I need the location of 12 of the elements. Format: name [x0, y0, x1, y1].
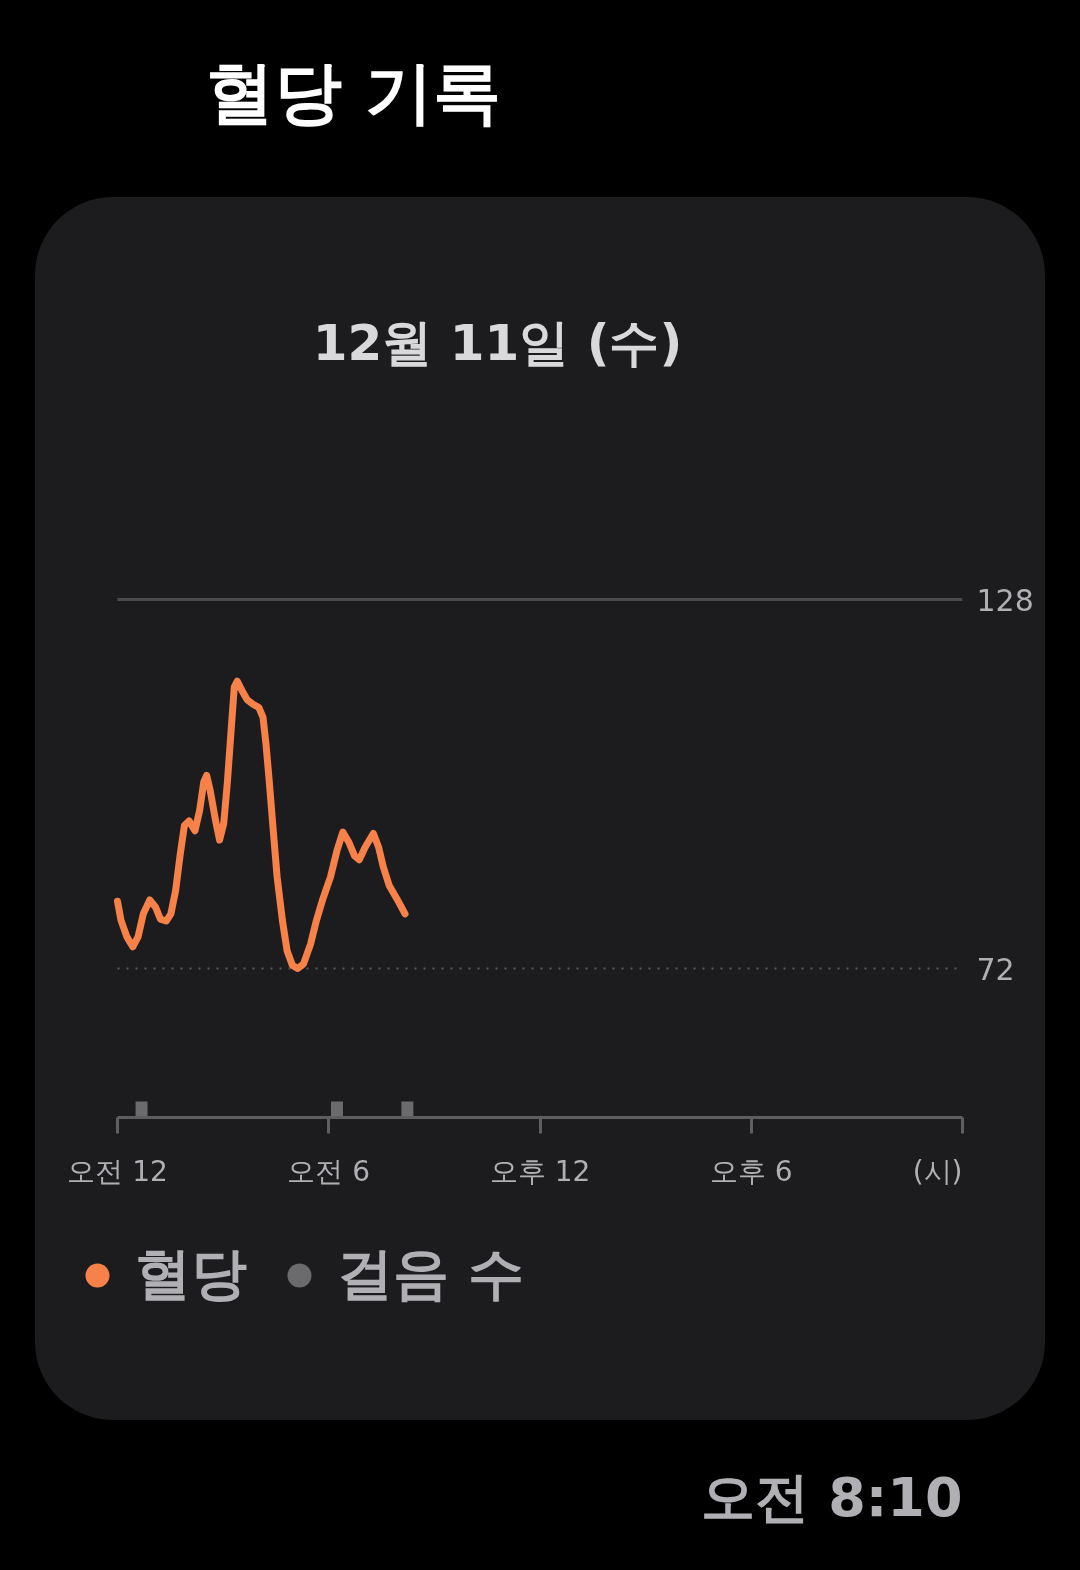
x-tick-label: 오전 12: [67, 1154, 168, 1188]
legend-label: 혈당: [135, 1240, 247, 1308]
x-axis-title: (시): [912, 1154, 963, 1188]
legend-label: 걸음 수: [337, 1240, 525, 1308]
x-tick-label: 오후 12: [489, 1154, 591, 1188]
chart-title: 혈당 기록: [205, 53, 502, 132]
text: 오전 8:10: [701, 1466, 963, 1529]
chart-subtitle: 12월 11일 (수): [312, 313, 683, 372]
y-tick-label: 72: [976, 951, 1015, 987]
x-tick-label: 오전 6: [287, 1154, 371, 1188]
x-tick-label: 오후 6: [709, 1154, 793, 1188]
y-tick-label: 128: [976, 582, 1034, 618]
